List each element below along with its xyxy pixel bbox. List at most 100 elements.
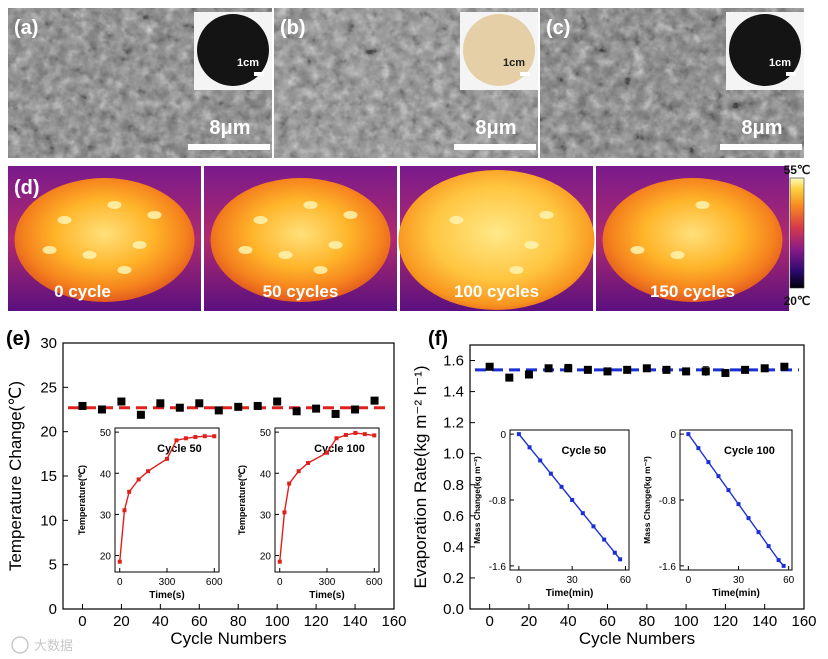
inset-data-point bbox=[325, 450, 329, 455]
y-tick-label: 1.4 bbox=[443, 384, 464, 401]
data-point bbox=[78, 401, 87, 410]
sem-panel: (b) 1cm 8μm bbox=[274, 8, 538, 158]
inset-data-point bbox=[117, 559, 122, 564]
inset-data-point bbox=[174, 438, 179, 443]
watermark: 大数据 bbox=[11, 636, 73, 654]
inset-title: Cycle 100 bbox=[724, 445, 775, 457]
data-point bbox=[642, 364, 651, 373]
inset-data-point bbox=[146, 469, 151, 474]
inset-y-tick-label: 30 bbox=[100, 510, 112, 521]
y-tick-label: 0.0 bbox=[443, 601, 464, 618]
data-point bbox=[524, 370, 533, 379]
data-point bbox=[156, 399, 165, 408]
x-tick-label: 60 bbox=[599, 613, 616, 630]
inset-data-point bbox=[212, 434, 217, 439]
inset-y-tick-label: -1.6 bbox=[489, 562, 507, 573]
data-point bbox=[623, 365, 632, 374]
y-tick-label: 0.6 bbox=[443, 508, 464, 525]
data-point bbox=[544, 364, 553, 373]
inset-photo-disc bbox=[197, 14, 269, 86]
data-point bbox=[662, 365, 671, 374]
x-tick-label: 120 bbox=[304, 613, 329, 630]
data-point bbox=[331, 409, 340, 418]
plot-frame bbox=[469, 344, 805, 610]
thermal-hotspot bbox=[147, 211, 162, 219]
inset-data-point bbox=[282, 510, 287, 515]
inset-x-axis-label: Time(min) bbox=[546, 588, 594, 599]
thermal-frame-label: 100 cycles bbox=[454, 282, 539, 301]
sem-panel: (a) 1cm 8μm bbox=[8, 8, 272, 158]
data-point bbox=[721, 368, 730, 377]
data-point bbox=[136, 410, 145, 419]
inset-data-point bbox=[580, 511, 585, 516]
inset-x-tick-label: 30 bbox=[733, 575, 745, 586]
thermal-hotspot bbox=[343, 211, 358, 219]
x-tick-label: 120 bbox=[713, 613, 738, 630]
x-tick-label: 140 bbox=[752, 613, 777, 630]
inset-title: Cycle 100 bbox=[314, 443, 365, 455]
data-point bbox=[195, 399, 204, 408]
inset-data-point bbox=[602, 537, 607, 542]
inset-data-point bbox=[559, 484, 564, 489]
x-tick-label: 40 bbox=[152, 613, 169, 630]
inset-data-point bbox=[591, 524, 596, 529]
data-point bbox=[603, 367, 612, 376]
scale-bar-label: 8μm bbox=[209, 117, 250, 139]
inset-data-point bbox=[136, 477, 141, 482]
x-tick-label: 80 bbox=[638, 613, 655, 630]
inset-y-axis-label: Temperature(℃) bbox=[237, 465, 247, 535]
inset-scale-bar bbox=[786, 72, 796, 76]
x-tick-label: 140 bbox=[343, 613, 368, 630]
panel-label: (a) bbox=[14, 17, 38, 39]
sem-panel: (c) 1cm 8μm bbox=[540, 8, 804, 158]
inset-data-point bbox=[716, 474, 721, 479]
inset-data-point bbox=[183, 436, 188, 441]
inset-scale-bar bbox=[254, 72, 264, 76]
inset-x-tick-label: 600 bbox=[206, 577, 223, 588]
chart-panel-f: (f) 0.0 0.2 0.4 0.6 0.8 1.0 1.2 1.4 1.6 0 20 40 60 80 1… bbox=[411, 328, 817, 648]
scale-bar bbox=[454, 144, 536, 150]
thermal-sample bbox=[398, 170, 595, 310]
inset-data-point bbox=[287, 481, 292, 486]
thermal-hotspot bbox=[82, 251, 97, 259]
inset-x-tick-label: 0 bbox=[686, 575, 692, 586]
scale-bar-label: 8μm bbox=[475, 117, 516, 139]
y-tick-label: 5 bbox=[49, 557, 57, 574]
inset-data-point bbox=[706, 460, 711, 465]
inset-data-point bbox=[776, 558, 781, 563]
inset-y-tick-label: 40 bbox=[100, 469, 112, 480]
data-point bbox=[97, 405, 106, 414]
inset-y-axis-label: Temperature(℃) bbox=[77, 465, 87, 535]
inset-data-point bbox=[746, 516, 751, 521]
thermal-hotspot bbox=[303, 201, 318, 209]
inset-x-tick-label: 60 bbox=[620, 575, 632, 586]
watermark-icon bbox=[11, 636, 29, 654]
inset-chart: 20 30 40 50 0 300 600 Time(s) Temperature(℃) Cycl… bbox=[237, 427, 383, 601]
thermal-hotspot bbox=[313, 266, 328, 274]
inset-data-point bbox=[548, 471, 553, 476]
inset-y-tick-label: 50 bbox=[100, 428, 112, 439]
x-tick-label: 20 bbox=[521, 613, 538, 630]
inset-y-tick-label: 0 bbox=[500, 430, 506, 441]
thermal-hotspot bbox=[328, 241, 343, 249]
y-tick-label: 20 bbox=[40, 424, 57, 441]
inset-data-point bbox=[334, 436, 339, 441]
inset-data-point bbox=[756, 530, 761, 535]
inset-x-tick-label: 60 bbox=[783, 575, 795, 586]
sem-image-row: (a) 1cm 8μm (b) 1cm 8μm (c) 1cm 8μm bbox=[8, 8, 804, 158]
thermal-hotspot bbox=[509, 266, 524, 274]
inset-y-tick-label: -0.8 bbox=[489, 496, 507, 507]
panel-label: (c) bbox=[546, 17, 570, 39]
thermal-hotspot bbox=[238, 246, 253, 254]
inset-x-tick-label: 0 bbox=[516, 575, 522, 586]
thermal-image-row: 0 cycle 50 cycles 100 cycles 150 cycles (d) 5… bbox=[8, 163, 810, 311]
data-point bbox=[780, 362, 789, 371]
x-tick-label: 40 bbox=[560, 613, 577, 630]
inset-frame bbox=[114, 427, 220, 573]
thermal-frame: 0 cycle bbox=[8, 166, 201, 311]
inset-chart: 20 30 40 50 0 300 600 Time(s) Temperature(℃) Cycl… bbox=[77, 427, 223, 601]
inset-data-point bbox=[372, 433, 377, 438]
y-tick-label: 1.0 bbox=[443, 446, 464, 463]
inset-chart: 0 -0.8 -1.6 0 30 60 Time(min) Mass Change(kg m⁻… bbox=[472, 429, 632, 599]
